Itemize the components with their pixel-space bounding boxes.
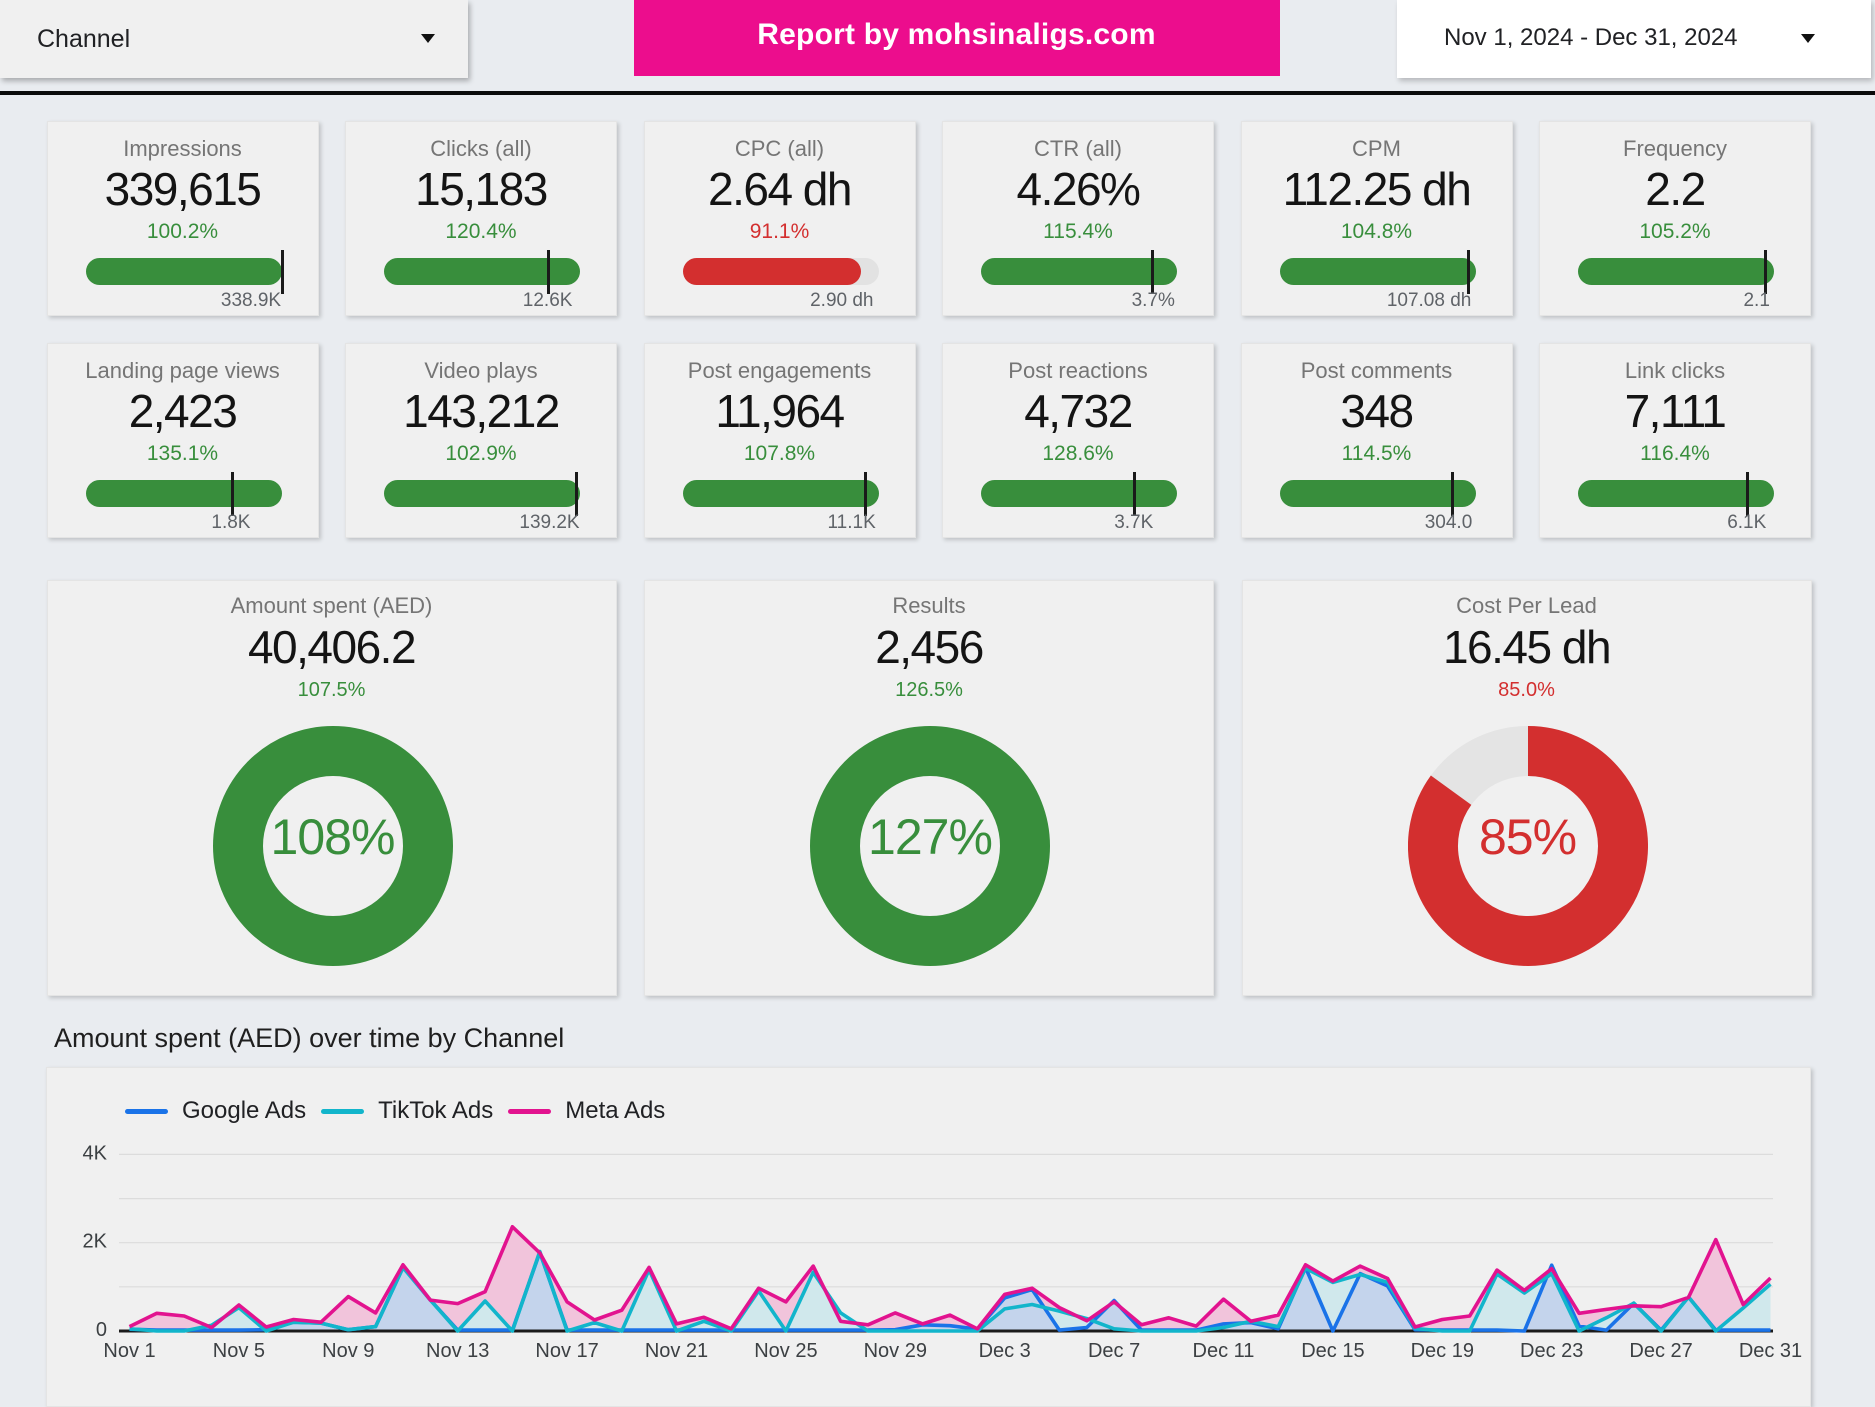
svg-text:Dec 15: Dec 15 [1301,1340,1364,1362]
svg-text:Dec 27: Dec 27 [1629,1340,1692,1362]
svg-text:Dec 7: Dec 7 [1088,1340,1140,1362]
svg-text:Dec 23: Dec 23 [1520,1340,1583,1362]
svg-text:Nov 21: Nov 21 [645,1340,708,1362]
svg-text:Nov 13: Nov 13 [426,1340,489,1362]
svg-text:Nov 17: Nov 17 [535,1340,598,1362]
svg-text:0: 0 [96,1319,107,1341]
svg-text:Nov 1: Nov 1 [103,1340,155,1362]
svg-text:2K: 2K [83,1231,108,1253]
svg-text:Dec 3: Dec 3 [979,1340,1031,1362]
svg-text:Nov 25: Nov 25 [754,1340,817,1362]
svg-text:Dec 11: Dec 11 [1193,1340,1255,1362]
svg-text:Nov 5: Nov 5 [213,1340,265,1362]
svg-text:Dec 19: Dec 19 [1411,1340,1474,1362]
svg-text:Dec 31: Dec 31 [1739,1340,1802,1362]
svg-text:Nov 9: Nov 9 [322,1340,374,1362]
svg-text:4K: 4K [83,1142,108,1164]
svg-text:Nov 29: Nov 29 [864,1340,927,1362]
